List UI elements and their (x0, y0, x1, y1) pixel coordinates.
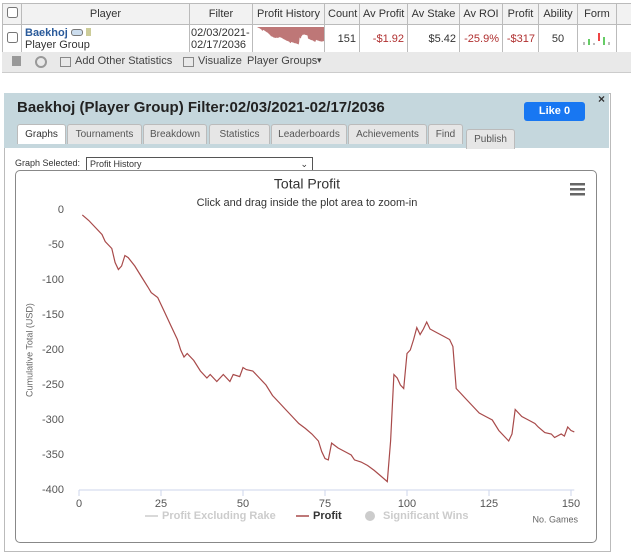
x-axis-label: No. Games (532, 514, 578, 524)
x-tick-label: 100 (398, 498, 416, 510)
x-tick-label: 50 (237, 498, 249, 510)
toolbar: Add Other Statistics Visualize Player Gr… (2, 52, 631, 73)
ability: 50 (538, 24, 578, 53)
stats-table: Player Filter Profit History Count Av Pr… (2, 3, 631, 53)
legend-label[interactable]: Significant Wins (383, 510, 468, 522)
refresh-icon[interactable] (35, 56, 47, 68)
tab[interactable]: Statistics (209, 124, 270, 144)
header-row: Player Filter Profit History Count Av Pr… (2, 3, 631, 25)
tab[interactable]: Achievements (348, 124, 427, 144)
panel (4, 93, 611, 552)
chart-frame (15, 170, 597, 543)
add-statistics[interactable]: Add Other Statistics (75, 55, 173, 67)
visualize[interactable]: Visualize (198, 55, 242, 67)
menu-icon[interactable] (570, 183, 585, 196)
x-tick-label: 25 (155, 498, 167, 510)
col-header[interactable]: Profit (502, 3, 539, 25)
col-header (616, 3, 631, 25)
col-header[interactable]: Av ROI (459, 3, 503, 25)
y-tick-label: -350 (42, 449, 64, 461)
y-tick-label: -200 (42, 344, 64, 356)
filter: 02/03/2021- (191, 26, 250, 39)
dropdown-arrow: ▾ (317, 55, 322, 65)
filter: 02/17/2036 (191, 38, 247, 51)
y-tick-label: -50 (48, 239, 64, 251)
x-tick-label: 75 (319, 498, 331, 510)
select-arrow: ⌄ (300, 159, 308, 169)
graph-selected-label: Graph Selected: (15, 158, 81, 168)
panel-title: Baekhoj (Player Group) Filter:02/03/2021… (17, 99, 385, 116)
icon (70, 28, 83, 36)
close-button[interactable]: × (598, 92, 606, 106)
tab[interactable]: Breakdown (143, 124, 207, 144)
like-button[interactable]: Like 0 (524, 102, 585, 121)
filter-cell: 02/03/2021- 02/17/2036 (189, 24, 253, 53)
legend-label[interactable]: Profit (313, 510, 342, 522)
player-link[interactable]: Baekhoj (25, 26, 68, 39)
y-tick-label: 0 (58, 204, 64, 216)
player-groups[interactable]: Player Groups (247, 55, 318, 67)
av-stake: $5.42 (407, 24, 460, 53)
tab[interactable]: Leaderboards (271, 124, 347, 144)
y-tick-label: -250 (42, 379, 64, 391)
graph-selected: Profit History (90, 159, 142, 169)
tab[interactable]: Graphs (17, 124, 66, 144)
y-tick-label: -150 (42, 309, 64, 321)
line (81, 214, 575, 483)
sparkline (257, 27, 324, 45)
icon (85, 27, 91, 36)
chart-subtitle: Click and drag inside the plot area to z… (197, 197, 418, 209)
col-header[interactable]: Ability (538, 3, 578, 25)
col-header[interactable]: Av Profit (359, 3, 408, 25)
y-axis-label: Cumulative Total (USD) (24, 303, 34, 397)
player-group: Player Group (25, 38, 90, 51)
av-roi: -25.9% (459, 24, 503, 53)
y-tick-label: -300 (42, 414, 64, 426)
form-bars (583, 33, 610, 45)
tab[interactable]: Publish (466, 129, 515, 149)
x-tick-label: 125 (480, 498, 498, 510)
legend-marker (365, 511, 375, 521)
x-tick-label: 150 (562, 498, 580, 510)
y-tick-label: -100 (42, 274, 64, 286)
tab[interactable]: Find (428, 124, 463, 144)
y-tick-label: -400 (42, 484, 64, 496)
chart-title: Total Profit (274, 176, 340, 192)
tab[interactable]: Tournaments (67, 124, 142, 144)
x-tick-label: 0 (76, 498, 82, 510)
legend-label[interactable]: Profit Excluding Rake (162, 510, 276, 522)
col-header[interactable]: Count (324, 3, 360, 25)
delete-icon[interactable] (12, 56, 21, 66)
stats-icon (60, 57, 71, 67)
col-header[interactable]: Player (21, 3, 190, 25)
visualize-icon (183, 57, 194, 67)
